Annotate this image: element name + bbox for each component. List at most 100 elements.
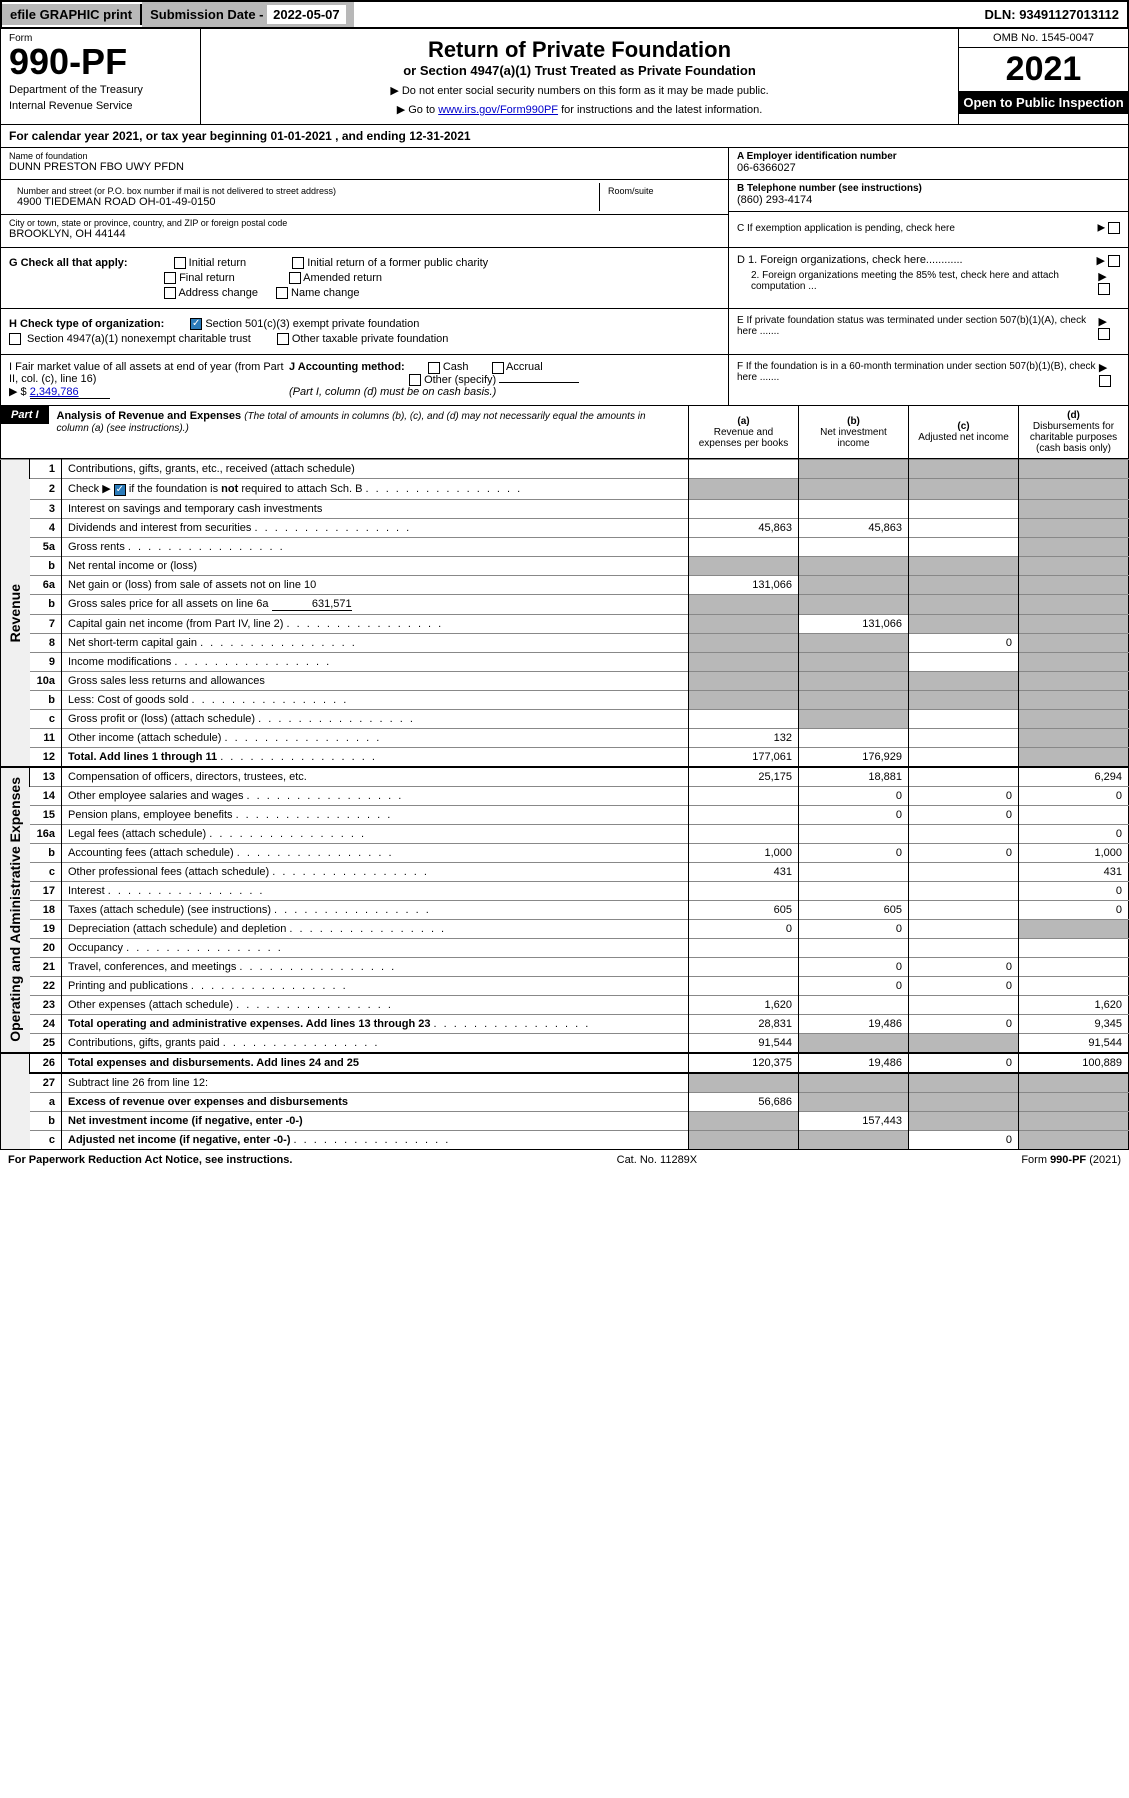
irs-link[interactable]: www.irs.gov/Form990PF <box>438 104 558 116</box>
tel-label: B Telephone number (see instructions) <box>737 183 1120 194</box>
instr-link: ▶ Go to www.irs.gov/Form990PF for instru… <box>209 103 950 116</box>
f-checkbox[interactable] <box>1099 375 1111 387</box>
table-row: 27Subtract line 26 from line 12: <box>1 1073 1129 1093</box>
page-footer: For Paperwork Reduction Act Notice, see … <box>0 1150 1129 1170</box>
submission-date: Submission Date - 2022-05-07 <box>142 2 354 27</box>
col-b: Net investment income <box>805 427 902 449</box>
g-amended-checkbox[interactable] <box>289 272 301 284</box>
h-other-checkbox[interactable] <box>277 333 289 345</box>
table-row: 3Interest on savings and temporary cash … <box>1 499 1129 518</box>
table-row: 23Other expenses (attach schedule) 1,620… <box>1 995 1129 1014</box>
table-row: 10aGross sales less returns and allowanc… <box>1 671 1129 690</box>
h-label: H Check type of organization: <box>9 318 164 330</box>
d1-label: D 1. Foreign organizations, check here..… <box>737 254 963 267</box>
d2-label: 2. Foreign organizations meeting the 85%… <box>737 270 1098 295</box>
dept-treasury: Department of the Treasury <box>9 84 192 96</box>
e-checkbox[interactable] <box>1098 328 1110 340</box>
dln: DLN: 93491127013112 <box>977 4 1127 25</box>
g-label: G Check all that apply: <box>9 257 128 269</box>
g-final-checkbox[interactable] <box>164 272 176 284</box>
f-label: F If the foundation is in a 60-month ter… <box>737 361 1099 386</box>
line2-checkbox[interactable] <box>114 484 126 496</box>
table-row: Operating and Administrative Expenses 13… <box>1 767 1129 787</box>
open-public: Open to Public Inspection <box>959 91 1128 114</box>
table-row: 12Total. Add lines 1 through 11 177,0611… <box>1 747 1129 767</box>
form-subtitle: or Section 4947(a)(1) Trust Treated as P… <box>209 63 950 78</box>
h-4947-checkbox[interactable] <box>9 333 21 345</box>
table-row: 25Contributions, gifts, grants paid 91,5… <box>1 1033 1129 1053</box>
g-initial-checkbox[interactable] <box>174 257 186 269</box>
table-row: bAccounting fees (attach schedule) 1,000… <box>1 843 1129 862</box>
d1-checkbox[interactable] <box>1108 255 1120 267</box>
col-c: Adjusted net income <box>915 432 1012 443</box>
j-cash-checkbox[interactable] <box>428 362 440 374</box>
j-label: J Accounting method: <box>289 361 405 373</box>
h-501c3-checkbox[interactable] <box>190 318 202 330</box>
g-addr-checkbox[interactable] <box>164 287 176 299</box>
form-title: Return of Private Foundation <box>209 37 950 63</box>
table-row: bGross sales price for all assets on lin… <box>1 594 1129 614</box>
expenses-label: Operating and Administrative Expenses <box>7 777 23 1042</box>
table-row: cGross profit or (loss) (attach schedule… <box>1 709 1129 728</box>
instr-ssn: ▶ Do not enter social security numbers o… <box>209 84 950 97</box>
part1-title: Analysis of Revenue and Expenses <box>57 410 242 422</box>
ein-label: A Employer identification number <box>737 151 1120 162</box>
footer-right: Form 990-PF (2021) <box>1021 1154 1121 1166</box>
top-bar: efile GRAPHIC print Submission Date - 20… <box>0 0 1129 29</box>
table-row: 20Occupancy <box>1 938 1129 957</box>
table-row: Revenue 1Contributions, gifts, grants, e… <box>1 460 1129 479</box>
j-other-checkbox[interactable] <box>409 374 421 386</box>
addr-label: Number and street (or P.O. box number if… <box>17 186 591 196</box>
c-label: C If exemption application is pending, c… <box>737 223 955 234</box>
j-accrual-checkbox[interactable] <box>492 362 504 374</box>
efile-label[interactable]: efile GRAPHIC print <box>2 4 142 25</box>
ein: 06-6366027 <box>737 162 1120 174</box>
table-row: bNet investment income (if negative, ent… <box>1 1111 1129 1130</box>
table-row: 19Depreciation (attach schedule) and dep… <box>1 919 1129 938</box>
footer-left: For Paperwork Reduction Act Notice, see … <box>8 1154 292 1166</box>
table-row: 21Travel, conferences, and meetings 00 <box>1 957 1129 976</box>
check-section-ij: I Fair market value of all assets at end… <box>0 355 1129 406</box>
foundation-name: DUNN PRESTON FBO UWY PFDN <box>9 161 720 173</box>
col-d: Disbursements for charitable purposes (c… <box>1025 421 1122 454</box>
table-row: 15Pension plans, employee benefits 00 <box>1 805 1129 824</box>
table-row: 24Total operating and administrative exp… <box>1 1014 1129 1033</box>
table-row: 2Check ▶ if the foundation is not requir… <box>1 479 1129 499</box>
table-row: 18Taxes (attach schedule) (see instructi… <box>1 900 1129 919</box>
telephone: (860) 293-4174 <box>737 194 1120 206</box>
i-label: I Fair market value of all assets at end… <box>9 361 289 385</box>
form-header: Form 990-PF Department of the Treasury I… <box>0 29 1129 125</box>
table-row: 8Net short-term capital gain 0 <box>1 633 1129 652</box>
table-row: 4Dividends and interest from securities … <box>1 518 1129 537</box>
tax-year: 2021 <box>959 48 1128 91</box>
table-row: 5aGross rents <box>1 537 1129 556</box>
table-row: 14Other employee salaries and wages 000 <box>1 786 1129 805</box>
table-row: 11Other income (attach schedule) 132 <box>1 728 1129 747</box>
d2-checkbox[interactable] <box>1098 283 1110 295</box>
year-end: 12-31-2021 <box>409 129 470 143</box>
table-row: 9Income modifications <box>1 652 1129 671</box>
entity-info: Name of foundation DUNN PRESTON FBO UWY … <box>0 148 1129 248</box>
e-label: E If private foundation status was termi… <box>737 315 1098 340</box>
city: BROOKLYN, OH 44144 <box>9 228 720 240</box>
i-value: ▶ $ 2,349,786 <box>9 385 289 399</box>
table-row: 6aNet gain or (loss) from sale of assets… <box>1 575 1129 594</box>
form-number: 990-PF <box>9 44 192 80</box>
year-begin: 01-01-2021 <box>270 129 331 143</box>
table-row: 26Total expenses and disbursements. Add … <box>1 1053 1129 1073</box>
table-row: 16aLegal fees (attach schedule) 0 <box>1 824 1129 843</box>
check-section-g: G Check all that apply: Initial return I… <box>0 248 1129 309</box>
c-checkbox[interactable] <box>1108 222 1120 234</box>
city-label: City or town, state or province, country… <box>9 218 720 228</box>
room-label: Room/suite <box>608 186 712 196</box>
table-row: 7Capital gain net income (from Part IV, … <box>1 614 1129 633</box>
g-name-checkbox[interactable] <box>276 287 288 299</box>
check-section-h: H Check type of organization: Section 50… <box>0 309 1129 355</box>
table-row: bNet rental income or (loss) <box>1 556 1129 575</box>
g-initial-pub-checkbox[interactable] <box>292 257 304 269</box>
col-a: Revenue and expenses per books <box>695 427 792 449</box>
part1-label: Part I <box>1 406 49 424</box>
footer-mid: Cat. No. 11289X <box>617 1154 698 1166</box>
omb-number: OMB No. 1545-0047 <box>959 29 1128 48</box>
calendar-year-row: For calendar year 2021, or tax year begi… <box>0 125 1129 148</box>
